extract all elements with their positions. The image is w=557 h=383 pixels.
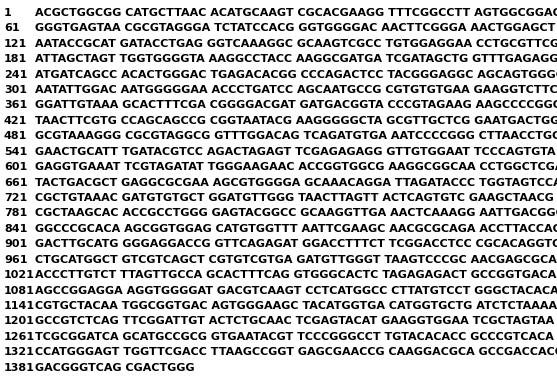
Text: CGCTGTAAAC GATGTGTGCT GGATGTTGGG TAACTTAGTT ACTCAGTGTC GAAGCTAACG: CGCTGTAAAC GATGTGTGCT GGATGTTGGG TAACTTA…	[35, 193, 554, 203]
Text: ATTAGCTAGT TGGTGGGGTA AAGGCCTACC AAGGCGATGA TCGATAGCTG GTTTGAGAGG: ATTAGCTAGT TGGTGGGGTA AAGGCCTACC AAGGCGA…	[35, 54, 557, 64]
Text: 1: 1	[4, 8, 12, 18]
Text: 841: 841	[4, 224, 27, 234]
Text: 721: 721	[4, 193, 27, 203]
Text: 1321: 1321	[4, 347, 35, 357]
Text: GAACTGCATT TGATACGTCC AGACTAGAGT TCGAGAGAGG GTTGTGGAAT TCCCAGTGTA: GAACTGCATT TGATACGTCC AGACTAGAGT TCGAGAG…	[35, 147, 556, 157]
Text: 301: 301	[4, 85, 27, 95]
Text: 121: 121	[4, 39, 27, 49]
Text: TCGCGGATCA GCATGCCGCG GTGAATACGT TCCCGGGCCT TGTACACACC GCCCGTCACA: TCGCGGATCA GCATGCCGCG GTGAATACGT TCCCGGG…	[35, 332, 554, 342]
Text: GGCCCGCACA AGCGGTGGAG CATGTGGTTT AATTCGAAGC AACGCGCAGA ACCTTACCAG: GGCCCGCACA AGCGGTGGAG CATGTGGTTT AATTCGA…	[35, 224, 557, 234]
Text: 1021: 1021	[4, 270, 35, 280]
Text: AGCCGGAGGA AGGTGGGGAT GACGTCAAGT CCTCATGGCC CTTATGTCCT GGGCTACACA: AGCCGGAGGA AGGTGGGGAT GACGTCAAGT CCTCATG…	[35, 285, 557, 296]
Text: ACCCTTGTCT TTAGTTGCCA GCACTTTCAG GTGGGCACTC TAGAGAGACT GCCGGTGACA: ACCCTTGTCT TTAGTTGCCA GCACTTTCAG GTGGGCA…	[35, 270, 556, 280]
Text: CTGCATGGCT GTCGTCAGCT CGTGTCGTGA GATGTTGGGT TAAGTCCCGC AACGAGCGCA: CTGCATGGCT GTCGTCAGCT CGTGTCGTGA GATGTTG…	[35, 255, 557, 265]
Text: 361: 361	[4, 100, 27, 111]
Text: ATGATCAGCC ACACTGGGAC TGAGACACGG CCCAGACTCC TACGGGAGGC AGCAGTGGGG: ATGATCAGCC ACACTGGGAC TGAGACACGG CCCAGAC…	[35, 70, 557, 80]
Text: 1141: 1141	[4, 301, 35, 311]
Text: GACGGGTCAG CGACTGGG: GACGGGTCAG CGACTGGG	[35, 363, 194, 373]
Text: AATACCGCAT GATACCTGAG GGTCAAAGGC GCAAGTCGCC TGTGGAGGAA CCTGCGTTCG: AATACCGCAT GATACCTGAG GGTCAAAGGC GCAAGTC…	[35, 39, 557, 49]
Text: CCATGGGAGT TGGTTCGACC TTAAGCCGGT GAGCGAACCG CAAGGACGCA GCCGACCACG: CCATGGGAGT TGGTTCGACC TTAAGCCGGT GAGCGAA…	[35, 347, 557, 357]
Text: AATATTGGAC AATGGGGGAA ACCCTGATCC AGCAATGCCG CGTGTGTGAA GAAGGTCTTC: AATATTGGAC AATGGGGGAA ACCCTGATCC AGCAATG…	[35, 85, 557, 95]
Text: GCGTAAAGGG CGCGTAGGCG GTTTGGACAG TCAGATGTGA AATCCCCGGG CTTAACCTGG: GCGTAAAGGG CGCGTAGGCG GTTTGGACAG TCAGATG…	[35, 131, 557, 141]
Text: ACGCTGGCGG CATGCTTAAC ACATGCAAGT CGCACGAAGG TTTCGGCCTT AGTGGCGGAC: ACGCTGGCGG CATGCTTAAC ACATGCAAGT CGCACGA…	[35, 8, 557, 18]
Text: CGCTAAGCAC ACCGCCTGGG GAGTACGGCC GCAAGGTTGA AACTCAAAGG AATTGACGGG: CGCTAAGCAC ACCGCCTGGG GAGTACGGCC GCAAGGT…	[35, 208, 557, 218]
Text: 601: 601	[4, 162, 27, 172]
Text: 1381: 1381	[4, 363, 35, 373]
Text: 421: 421	[4, 116, 27, 126]
Text: 181: 181	[4, 54, 27, 64]
Text: 961: 961	[4, 255, 27, 265]
Text: 1201: 1201	[4, 316, 35, 326]
Text: GAGGTGAAAT TCGTAGATAT TGGGAAGAAC ACCGGTGGCG AAGGCGGCAA CCTGGCTCGA: GAGGTGAAAT TCGTAGATAT TGGGAAGAAC ACCGGTG…	[35, 162, 557, 172]
Text: 241: 241	[4, 70, 27, 80]
Text: GGATTGTAAA GCACTTTCGA CGGGGACGAT GATGACGGTA CCCGTAGAAG AAGCCCCGGC: GGATTGTAAA GCACTTTCGA CGGGGACGAT GATGACG…	[35, 100, 557, 111]
Text: GCCGTCTCAG TTCGGATTGT ACTCTGCAAC TCGAGTACAT GAAGGTGGAA TCGCTAGTAA: GCCGTCTCAG TTCGGATTGT ACTCTGCAAC TCGAGTA…	[35, 316, 554, 326]
Text: GGGTGAGTAA CGCGTAGGGA TCTATCCACG GGTGGGGAC AACTTCGGGA AACTGGAGCT: GGGTGAGTAA CGCGTAGGGA TCTATCCACG GGTGGGG…	[35, 23, 555, 33]
Text: 781: 781	[4, 208, 27, 218]
Text: GACTTGCATG GGGAGGACCG GTTCAGAGAT GGACCTTTCT TCGGACCTCC CGCACAGGTG: GACTTGCATG GGGAGGACCG GTTCAGAGAT GGACCTT…	[35, 239, 557, 249]
Text: TAACTTCGTG CCAGCAGCCG CGGTAATACG AAGGGGGCTA GCGTTGCTCG GAATGACTGG: TAACTTCGTG CCAGCAGCCG CGGTAATACG AAGGGGG…	[35, 116, 557, 126]
Text: TACTGACGCT GAGGCGCGAA AGCGTGGGGA GCAAACAGGA TTAGATACCC TGGTAGTCCA: TACTGACGCT GAGGCGCGAA AGCGTGGGGA GCAAACA…	[35, 178, 557, 188]
Text: 541: 541	[4, 147, 27, 157]
Text: 61: 61	[4, 23, 19, 33]
Text: CGTGCTACAA TGGCGGTGAC AGTGGGAAGC TACATGGTGA CATGGTGCTG ATCTCTAAAA: CGTGCTACAA TGGCGGTGAC AGTGGGAAGC TACATGG…	[35, 301, 557, 311]
Text: 661: 661	[4, 178, 27, 188]
Text: 481: 481	[4, 131, 27, 141]
Text: 1261: 1261	[4, 332, 35, 342]
Text: 1081: 1081	[4, 285, 35, 296]
Text: 901: 901	[4, 239, 27, 249]
